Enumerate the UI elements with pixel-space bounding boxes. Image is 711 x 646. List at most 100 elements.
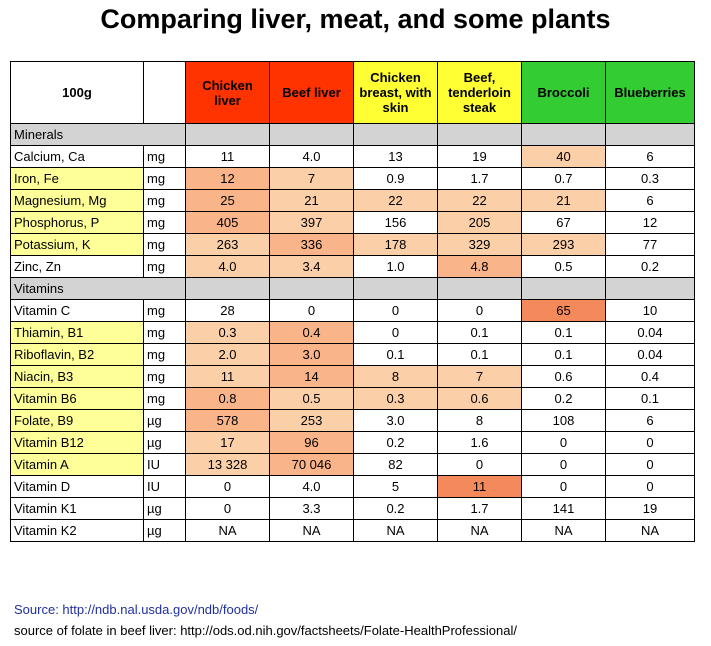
value-cell: 8 — [353, 365, 438, 388]
value-cell: 0.04 — [605, 321, 695, 344]
value-cell: 21 — [269, 189, 354, 212]
value-cell: 0.2 — [605, 255, 695, 278]
section-blank-cell — [353, 123, 438, 146]
value-cell: 22 — [437, 189, 522, 212]
nutrient-name: Iron, Fe — [10, 167, 144, 190]
value-cell: 0.7 — [521, 167, 606, 190]
column-header: Chicken liver — [185, 61, 270, 124]
table-row: Vitamin A IU 13 328 70 046 82 0 0 0 — [10, 453, 695, 476]
section-blank-cell — [437, 123, 522, 146]
value-cell: NA — [353, 519, 438, 542]
value-cell: 8 — [437, 409, 522, 432]
value-cell: 3.3 — [269, 497, 354, 520]
header-row: 100g Chicken liver Beef liver Chicken br… — [10, 61, 695, 124]
table-row: Vitamin K2 µg NA NA NA NA NA NA — [10, 519, 695, 542]
nutrient-name: Folate, B9 — [10, 409, 144, 432]
column-header: Broccoli — [521, 61, 606, 124]
value-cell: 14 — [269, 365, 354, 388]
value-cell: 0.6 — [521, 365, 606, 388]
value-cell: 336 — [269, 233, 354, 256]
value-cell: 0.3 — [185, 321, 270, 344]
value-cell: 96 — [269, 431, 354, 454]
nutrient-name: Phosphorus, P — [10, 211, 144, 234]
table-row: Vitamin K1 µg 0 3.3 0.2 1.7 141 19 — [10, 497, 695, 520]
table-row: Vitamin B6 mg 0.8 0.5 0.3 0.6 0.2 0.1 — [10, 387, 695, 410]
nutrient-table: 100g Chicken liver Beef liver Chicken br… — [10, 61, 695, 542]
column-header: Beef, tenderloin steak — [437, 61, 522, 124]
unit-cell: IU — [143, 475, 186, 498]
value-cell: 156 — [353, 211, 438, 234]
value-cell: 67 — [521, 211, 606, 234]
value-cell: 0.1 — [353, 343, 438, 366]
value-cell: 0.3 — [605, 167, 695, 190]
unit-cell: mg — [143, 145, 186, 168]
unit-cell: mg — [143, 321, 186, 344]
value-cell: 77 — [605, 233, 695, 256]
value-cell: 4.0 — [185, 255, 270, 278]
unit-cell: mg — [143, 387, 186, 410]
nutrient-name: Zinc, Zn — [10, 255, 144, 278]
nutrient-name: Vitamin B6 — [10, 387, 144, 410]
value-cell: 3.0 — [353, 409, 438, 432]
value-cell: 0.6 — [437, 387, 522, 410]
unit-cell: mg — [143, 365, 186, 388]
value-cell: 11 — [185, 145, 270, 168]
value-cell: 6 — [605, 189, 695, 212]
unit-cell: IU — [143, 453, 186, 476]
nutrient-name: Vitamin B12 — [10, 431, 144, 454]
value-cell: 2.0 — [185, 343, 270, 366]
value-cell: 0.9 — [353, 167, 438, 190]
value-cell: 6 — [605, 409, 695, 432]
section-title: Vitamins — [10, 277, 186, 300]
unit-cell: µg — [143, 409, 186, 432]
nutrient-name: Vitamin A — [10, 453, 144, 476]
value-cell: 4.0 — [269, 145, 354, 168]
value-cell: 12 — [185, 167, 270, 190]
value-cell: 1.6 — [437, 431, 522, 454]
section-blank-cell — [269, 123, 354, 146]
value-cell: 1.0 — [353, 255, 438, 278]
source-link[interactable]: Source: http://ndb.nal.usda.gov/ndb/food… — [14, 602, 259, 617]
value-cell: 0.2 — [353, 497, 438, 520]
section-blank-cell — [185, 123, 270, 146]
section-header-row: Vitamins — [10, 277, 695, 300]
unit-cell: mg — [143, 211, 186, 234]
value-cell: 0.5 — [269, 387, 354, 410]
table-row: Vitamin B12 µg 17 96 0.2 1.6 0 0 — [10, 431, 695, 454]
value-cell: NA — [521, 519, 606, 542]
value-cell: 11 — [437, 475, 522, 498]
value-cell: 28 — [185, 299, 270, 322]
nutrient-name: Vitamin K2 — [10, 519, 144, 542]
value-cell: 205 — [437, 211, 522, 234]
value-cell: 293 — [521, 233, 606, 256]
unit-cell: mg — [143, 189, 186, 212]
value-cell: 4.8 — [437, 255, 522, 278]
nutrient-name: Calcium, Ca — [10, 145, 144, 168]
section-title: Minerals — [10, 123, 186, 146]
value-cell: 253 — [269, 409, 354, 432]
value-cell: 0 — [437, 453, 522, 476]
section-blank-cell — [605, 277, 695, 300]
value-cell: 0.5 — [521, 255, 606, 278]
nutrient-name: Vitamin D — [10, 475, 144, 498]
value-cell: 0 — [521, 453, 606, 476]
value-cell: 0 — [353, 321, 438, 344]
value-cell: 0.1 — [521, 321, 606, 344]
unit-cell: mg — [143, 167, 186, 190]
header-label: 100g — [10, 61, 144, 124]
column-header: Chicken breast, with skin — [353, 61, 438, 124]
nutrient-name: Riboflavin, B2 — [10, 343, 144, 366]
value-cell: 82 — [353, 453, 438, 476]
value-cell: 5 — [353, 475, 438, 498]
value-cell: 25 — [185, 189, 270, 212]
value-cell: 1.7 — [437, 497, 522, 520]
value-cell: 0.1 — [437, 321, 522, 344]
value-cell: 1.7 — [437, 167, 522, 190]
value-cell: 19 — [605, 497, 695, 520]
value-cell: NA — [437, 519, 522, 542]
value-cell: 12 — [605, 211, 695, 234]
value-cell: 405 — [185, 211, 270, 234]
section-blank-cell — [185, 277, 270, 300]
value-cell: 0.4 — [269, 321, 354, 344]
